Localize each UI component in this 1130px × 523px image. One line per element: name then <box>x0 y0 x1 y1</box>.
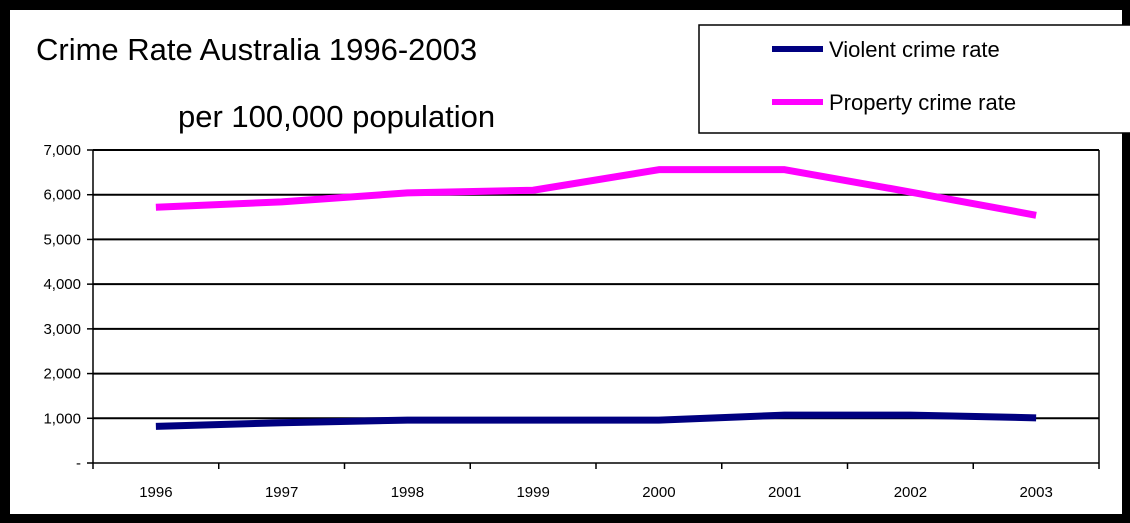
series-line-property <box>155 166 1037 219</box>
series-line-violent <box>155 411 1037 430</box>
y-tick-label: 4,000 <box>43 276 81 293</box>
axes <box>87 149 1100 469</box>
y-tick-label: 7,000 <box>43 142 81 159</box>
x-tick-label: 2002 <box>894 484 927 501</box>
chart-title: Crime Rate Australia 1996-2003 <box>36 32 477 67</box>
y-tick-label: - <box>76 455 81 472</box>
y-tick-label: 5,000 <box>43 231 81 248</box>
x-tick-label: 2000 <box>642 484 675 501</box>
x-tick-label: 2001 <box>768 484 801 501</box>
x-tick-label: 1997 <box>265 484 298 501</box>
y-tick-label: 3,000 <box>43 321 81 338</box>
x-tick-label: 1996 <box>139 484 172 501</box>
x-tick-label: 1998 <box>391 484 424 501</box>
grid-lines <box>93 149 1099 420</box>
y-tick-label: 2,000 <box>43 366 81 383</box>
chart-subtitle: per 100,000 population <box>178 99 495 134</box>
series-lines <box>155 166 1037 430</box>
x-tick-label: 2003 <box>1019 484 1052 501</box>
y-tick-labels: - 1,000 2,000 3,000 4,000 5,000 6,000 7,000 <box>43 142 81 472</box>
legend-label-violent: Violent crime rate <box>829 37 1000 62</box>
x-tick-labels: 1996 1997 1998 1999 2000 2001 2002 2003 <box>139 484 1053 501</box>
y-tick-label: 1,000 <box>43 410 81 427</box>
x-tick-label: 1999 <box>516 484 549 501</box>
legend-box <box>698 24 1130 134</box>
legend-label-property: Property crime rate <box>829 90 1016 115</box>
y-tick-label: 6,000 <box>43 187 81 204</box>
